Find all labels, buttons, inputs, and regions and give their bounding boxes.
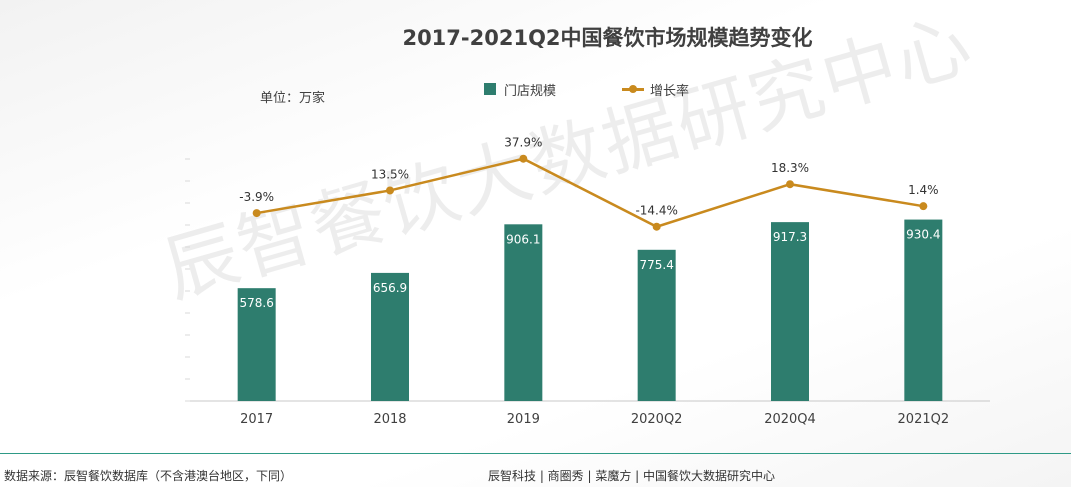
x-tick-label: 2020Q2 <box>631 412 683 427</box>
growth-rate-point <box>519 154 528 163</box>
growth-rate-line <box>256 157 924 229</box>
growth-rate-point <box>919 202 928 211</box>
bar-2019 <box>504 224 543 401</box>
growth-rate-label: 1.4% <box>908 183 939 197</box>
legend-bar-swatch <box>484 83 496 95</box>
bar-value-label: 906.1 <box>506 232 540 246</box>
x-tick-label: 2017 <box>240 412 273 427</box>
growth-rate-point <box>786 180 794 189</box>
legend-bar-label: 门店规模 <box>504 84 557 99</box>
growth-rate-point <box>652 222 661 231</box>
bar-value-label: 656.9 <box>373 281 407 295</box>
unit-label: 单位：万家 <box>260 91 326 106</box>
growth-rate-label: -14.4% <box>635 204 677 218</box>
bar-value-label: 775.4 <box>639 258 673 272</box>
bar-2020Q4 <box>771 222 809 401</box>
bar-2017 <box>237 288 276 401</box>
growth-rate-label: -3.9% <box>239 190 274 204</box>
x-tick-label: 2019 <box>507 412 540 427</box>
bar-value-label: 930.4 <box>906 228 940 242</box>
bar-2018 <box>371 272 409 401</box>
growth-rate-point <box>252 209 261 218</box>
growth-rate-point <box>386 186 394 195</box>
bar-2021Q2 <box>904 219 943 401</box>
x-tick-label: 2020Q4 <box>764 412 816 427</box>
bar-value-label: 917.3 <box>773 230 807 244</box>
chart-title: 2017-2021Q2中国餐饮市场规模趋势变化 <box>402 26 813 50</box>
growth-rate-label: 13.5% <box>371 167 409 181</box>
bar-2020Q2 <box>637 249 676 401</box>
x-tick-label: 2021Q2 <box>898 412 950 427</box>
footer-source: 数据来源：辰智餐饮数据库（不含港澳台地区，下同） <box>4 469 293 483</box>
bar-value-label: 578.6 <box>239 296 273 310</box>
growth-rate-label: 37.9% <box>504 136 542 150</box>
growth-rate-label: 18.3% <box>771 161 809 175</box>
legend-line-marker <box>629 85 637 93</box>
footer-credits: 辰智科技 | 商圈秀 | 菜魔方 | 中国餐饮大数据研究中心 <box>488 469 776 483</box>
footer-divider <box>0 453 1071 454</box>
legend-line-label: 增长率 <box>650 84 690 99</box>
x-tick-label: 2018 <box>373 412 406 427</box>
